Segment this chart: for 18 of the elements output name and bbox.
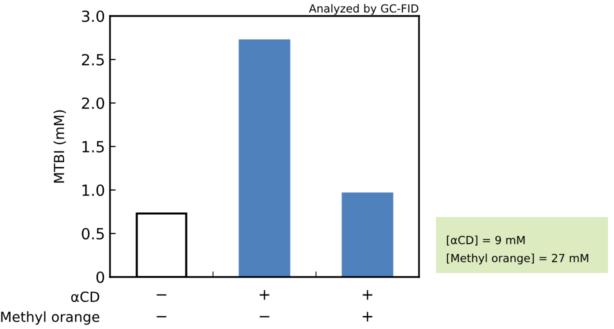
text: [Methyl orange] = 27 mM [446,254,588,264]
y-tick-label: 2.5 [82,54,104,66]
bar [342,192,394,277]
text: Methyl orange [1,311,100,325]
x-tick-label: + − [260,290,270,318]
category-label: − − [156,294,166,318]
y-tick-label: 1.5 [82,141,104,153]
y-axis-title: MTBI (mM) [54,110,66,183]
text: Analyzed by GC-FID [308,4,418,15]
y-tick-label: 3.0 [82,10,104,22]
y-tick-label: 2.0 [82,97,104,110]
text: αCD [71,292,100,302]
text: [αCD] = 9 mM [446,236,525,246]
y-tick-label: 0 [96,271,104,284]
y-tick-label: 1.0 [82,184,104,196]
x-tick-label: + + [362,290,372,322]
bar [238,39,290,277]
y-tick-label: 0.5 [82,228,104,240]
